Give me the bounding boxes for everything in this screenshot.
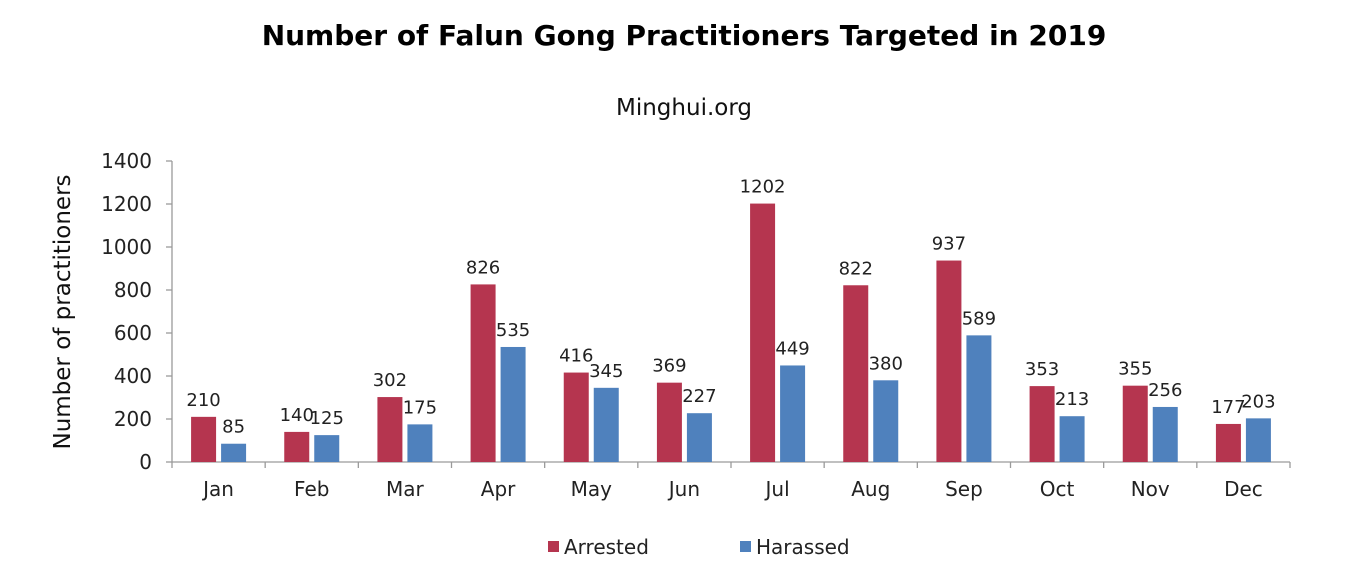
bar-harassed-nov bbox=[1152, 406, 1178, 462]
data-label-harassed-nov: 256 bbox=[1148, 380, 1182, 401]
y-tick-label: 800 bbox=[114, 278, 152, 302]
bar-arrested-jun bbox=[656, 382, 682, 462]
data-label-harassed-aug: 380 bbox=[869, 353, 903, 374]
x-tick-label: Oct bbox=[1040, 477, 1075, 501]
data-label-harassed-mar: 175 bbox=[403, 397, 437, 418]
x-tick-label: Sep bbox=[945, 477, 983, 501]
x-tick-label: Jun bbox=[667, 477, 700, 501]
bar-arrested-mar bbox=[377, 397, 403, 462]
y-tick-label: 400 bbox=[114, 364, 152, 388]
bar-harassed-aug bbox=[873, 380, 899, 462]
bar-harassed-apr bbox=[500, 346, 526, 462]
y-tick-label: 1400 bbox=[101, 149, 152, 173]
data-label-arrested-jul: 1202 bbox=[740, 177, 786, 198]
y-tick-label: 600 bbox=[114, 321, 152, 345]
chart-title: Number of Falun Gong Practitioners Targe… bbox=[262, 19, 1107, 52]
data-label-harassed-dec: 203 bbox=[1241, 391, 1275, 412]
bar-harassed-oct bbox=[1059, 416, 1085, 462]
data-label-harassed-feb: 125 bbox=[310, 408, 344, 429]
chart-subtitle: Minghui.org bbox=[616, 95, 752, 121]
bar-arrested-feb bbox=[284, 431, 310, 462]
bar-harassed-mar bbox=[407, 424, 433, 462]
x-tick-label: Jan bbox=[201, 477, 234, 501]
x-tick-label: Jul bbox=[764, 477, 790, 501]
data-label-harassed-sep: 589 bbox=[962, 308, 996, 329]
bar-harassed-feb bbox=[314, 435, 340, 462]
data-label-arrested-apr: 826 bbox=[466, 257, 500, 278]
x-tick-label: Dec bbox=[1224, 477, 1263, 501]
bar-arrested-jul bbox=[750, 203, 776, 462]
y-tick-label: 1200 bbox=[101, 192, 152, 216]
bar-harassed-may bbox=[593, 387, 619, 462]
legend-swatch-arrested bbox=[548, 541, 559, 552]
y-tick-label: 200 bbox=[114, 407, 152, 431]
data-label-arrested-aug: 822 bbox=[839, 258, 873, 279]
bar-harassed-jul bbox=[780, 365, 806, 462]
bar-arrested-aug bbox=[843, 285, 869, 462]
y-tick-label: 1000 bbox=[101, 235, 152, 259]
data-label-arrested-jan: 210 bbox=[186, 390, 220, 411]
bar-arrested-dec bbox=[1215, 423, 1241, 462]
x-tick-label: Aug bbox=[851, 477, 890, 501]
x-tick-label: Feb bbox=[294, 477, 329, 501]
bar-harassed-jun bbox=[686, 413, 712, 462]
bar-arrested-oct bbox=[1029, 386, 1055, 462]
data-label-arrested-mar: 302 bbox=[373, 370, 407, 391]
legend: Arrested Harassed bbox=[548, 535, 850, 559]
data-label-harassed-jan: 85 bbox=[222, 417, 245, 438]
bar-arrested-nov bbox=[1122, 385, 1148, 462]
legend-label-harassed: Harassed bbox=[756, 535, 850, 559]
bar-arrested-jan bbox=[191, 416, 217, 462]
data-label-arrested-may: 416 bbox=[559, 346, 593, 367]
y-axis-label: Number of practitioners bbox=[50, 174, 76, 449]
bar-arrested-may bbox=[563, 372, 589, 462]
data-label-harassed-oct: 213 bbox=[1055, 389, 1089, 410]
bar-arrested-sep bbox=[936, 260, 962, 462]
bar-harassed-dec bbox=[1245, 418, 1271, 462]
x-tick-label: Nov bbox=[1131, 477, 1170, 501]
data-label-arrested-nov: 355 bbox=[1118, 359, 1152, 380]
data-label-arrested-dec: 177 bbox=[1211, 397, 1245, 418]
data-label-arrested-oct: 353 bbox=[1025, 359, 1059, 380]
bar-harassed-sep bbox=[966, 335, 992, 462]
bar-arrested-apr bbox=[470, 284, 496, 462]
y-tick-label: 0 bbox=[139, 450, 152, 474]
data-label-arrested-feb: 140 bbox=[280, 405, 314, 426]
data-label-harassed-may: 345 bbox=[589, 361, 623, 382]
data-label-harassed-apr: 535 bbox=[496, 320, 530, 341]
legend-label-arrested: Arrested bbox=[564, 535, 649, 559]
x-tick-label: Mar bbox=[386, 477, 425, 501]
data-label-harassed-jun: 227 bbox=[682, 386, 716, 407]
x-tick-label: May bbox=[571, 477, 613, 501]
x-tick-label: Apr bbox=[481, 477, 516, 501]
bar-harassed-jan bbox=[221, 443, 247, 462]
data-label-arrested-sep: 937 bbox=[932, 234, 966, 255]
legend-swatch-harassed bbox=[740, 541, 751, 552]
data-label-harassed-jul: 449 bbox=[775, 338, 809, 359]
data-label-arrested-jun: 369 bbox=[652, 356, 686, 377]
